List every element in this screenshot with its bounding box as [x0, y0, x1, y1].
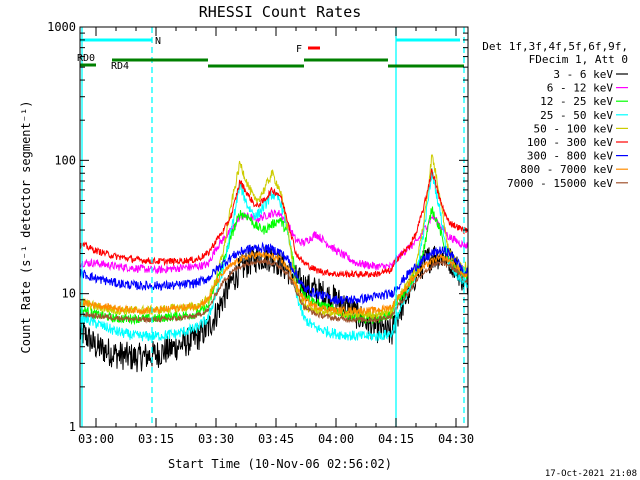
y-tick-label-1: 10	[62, 287, 76, 301]
legend-entry-3: 25 - 50 keV	[540, 109, 613, 122]
x-tick-label-5: 04:15	[378, 432, 414, 446]
legend-header-line-0: Det 1f,3f,4f,5f,6f,9f,	[482, 40, 628, 53]
annotation-label-rd4: RD4	[111, 61, 129, 72]
y-tick-label-3: 1000	[47, 20, 76, 34]
legend-entry-2: 12 - 25 keV	[540, 95, 613, 108]
legend-entry-5: 100 - 300 keV	[527, 136, 613, 149]
x-tick-label-4: 04:00	[318, 432, 354, 446]
series-line-7	[80, 250, 468, 316]
chart-title: RHESSI Count Rates	[199, 3, 362, 21]
annotation-label-n: N	[155, 36, 161, 47]
x-tick-label-1: 03:15	[138, 432, 174, 446]
series-line-8	[80, 257, 468, 324]
legend-entry-6: 300 - 800 keV	[527, 150, 613, 163]
series-line-5	[80, 168, 468, 279]
legend-entry-4: 50 - 100 keV	[534, 122, 614, 135]
annotation-label-rd0: RD0	[77, 53, 95, 64]
x-tick-label-2: 03:30	[198, 432, 234, 446]
x-axis-label: Start Time (10-Nov-06 02:56:02)	[168, 457, 392, 471]
legend-entry-0: 3 - 6 keV	[553, 68, 613, 81]
legend-entry-1: 6 - 12 keV	[547, 82, 614, 95]
legend-entry-7: 800 - 7000 keV	[520, 163, 613, 176]
series-line-2	[80, 206, 468, 326]
y-tick-label-2: 100	[54, 153, 76, 167]
footer-timestamp: 17-Oct-2021 21:08	[545, 469, 637, 479]
legend-entry-8: 7000 - 15000 keV	[507, 177, 613, 190]
x-tick-label-6: 04:30	[438, 432, 474, 446]
x-tick-label-0: 03:00	[78, 432, 114, 446]
series-line-6	[80, 241, 468, 305]
y-tick-label-0: 1	[69, 420, 76, 434]
legend: Det 1f,3f,4f,5f,6f,9f,FDecim 1, Att 0 3 -…	[482, 40, 628, 190]
plot-frame	[79, 26, 469, 428]
legend-header-line-1: FDecim 1, Att 0	[529, 53, 628, 66]
plot-area	[80, 153, 468, 373]
y-axis-label: Count Rate (s⁻¹ detector segment⁻¹)	[19, 101, 33, 354]
x-tick-label-3: 03:45	[258, 432, 294, 446]
annotation-label-f: F	[296, 44, 302, 55]
